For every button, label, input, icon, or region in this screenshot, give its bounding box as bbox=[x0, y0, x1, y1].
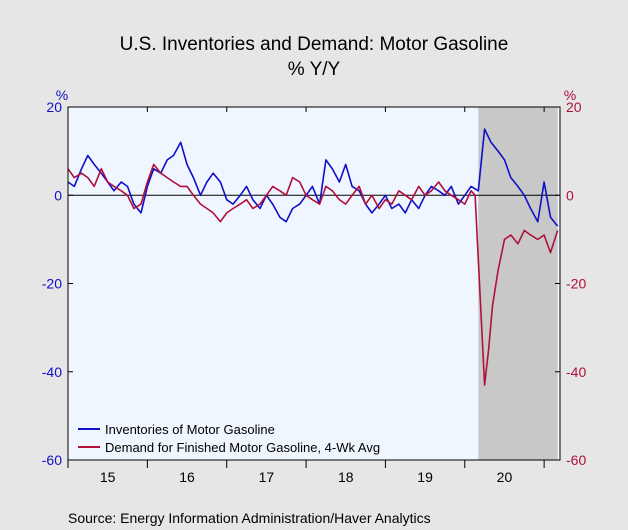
x-tick-label: 17 bbox=[259, 469, 275, 485]
left-tick-label: -20 bbox=[42, 276, 62, 292]
right-tick-label: -20 bbox=[566, 276, 586, 292]
plot-area bbox=[68, 107, 560, 460]
x-tick-label: 15 bbox=[100, 469, 116, 485]
left-tick-label: 0 bbox=[54, 187, 62, 203]
legend-label-inventories: Inventories of Motor Gasoline bbox=[105, 422, 275, 437]
right-tick-label: 20 bbox=[566, 99, 582, 115]
axes-layer: 20 20 0 0 -20 -20 -40 -40 -60 -60 15 16 17 18 19 20 bbox=[42, 99, 587, 485]
chart-subtitle: % Y/Y bbox=[288, 59, 341, 80]
x-tick-label: 19 bbox=[417, 469, 433, 485]
legend: Inventories of Motor Gasoline Demand for… bbox=[78, 422, 380, 455]
left-tick-label: -40 bbox=[42, 364, 62, 380]
right-tick-label: 0 bbox=[566, 187, 574, 203]
recession-shading bbox=[478, 107, 558, 460]
legend-label-demand: Demand for Finished Motor Gasoline, 4-Wk… bbox=[105, 440, 380, 455]
x-tick-label: 18 bbox=[338, 469, 354, 485]
series-line-inventories bbox=[67, 128, 559, 227]
right-tick-label: -40 bbox=[566, 364, 586, 380]
chart-title: U.S. Inventories and Demand: Motor Gasol… bbox=[120, 34, 509, 55]
x-tick-label: 16 bbox=[179, 469, 195, 485]
left-tick-label: -60 bbox=[42, 452, 62, 468]
left-tick-label: 20 bbox=[46, 99, 62, 115]
source-note: Source: Energy Information Administratio… bbox=[68, 510, 431, 526]
x-tick-label: 20 bbox=[497, 469, 513, 485]
series-line-demand bbox=[67, 163, 559, 386]
series-layer bbox=[67, 128, 559, 386]
left-axis-unit: % bbox=[56, 87, 68, 103]
right-tick-label: -60 bbox=[566, 452, 586, 468]
right-axis-unit: % bbox=[564, 87, 576, 103]
